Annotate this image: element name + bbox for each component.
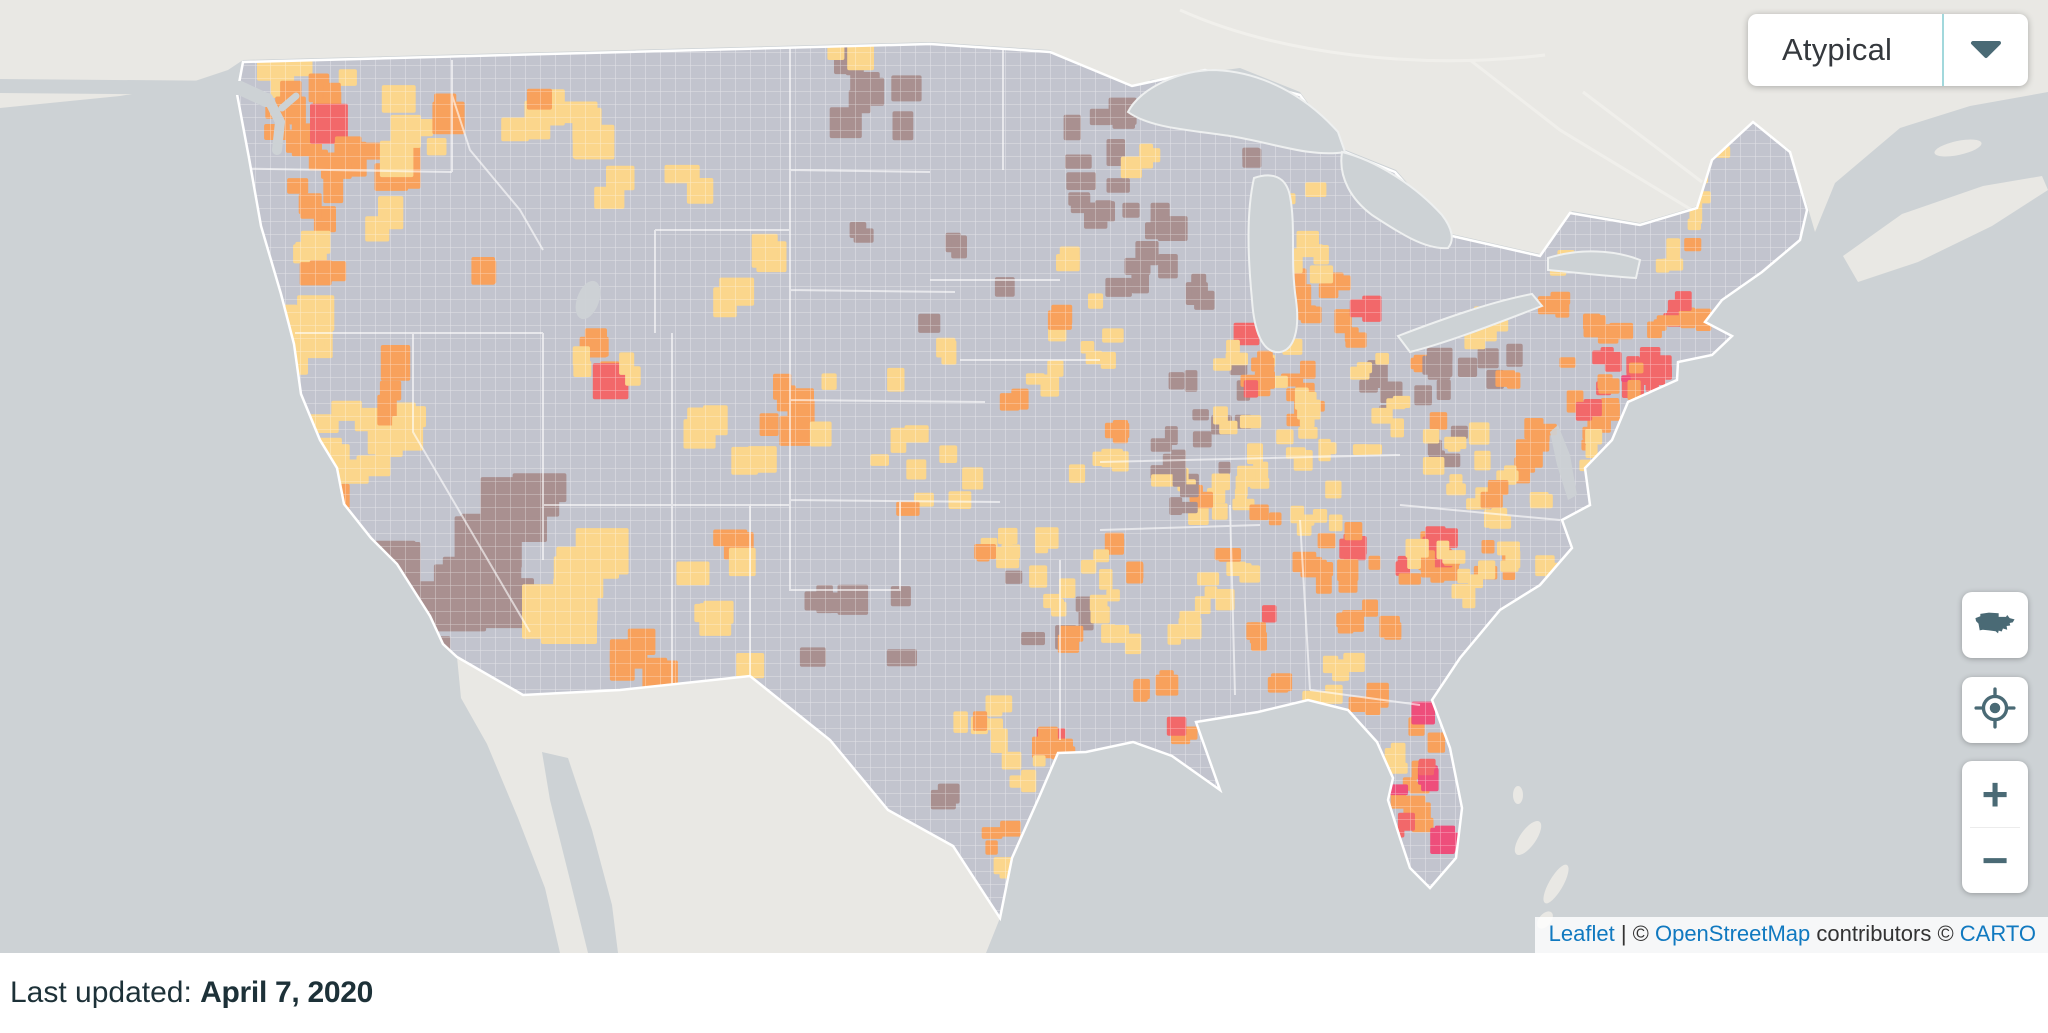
great-salt-lake — [575, 280, 601, 320]
dropdown-divider — [1942, 14, 1944, 86]
lake-huron — [1340, 150, 1453, 250]
usa-choropleth-map — [0, 0, 2048, 953]
chesapeake-bay — [1550, 425, 1577, 500]
lake-ontario — [1547, 250, 1642, 280]
puget-sound — [0, 79, 300, 155]
last-updated-label: Last updated: — [10, 976, 201, 1009]
dropdown-selected-value: Atypical — [1782, 32, 1893, 67]
gulf-of-california — [542, 752, 618, 953]
locate-button[interactable] — [1962, 677, 2028, 743]
carto-link[interactable]: CARTO — [1959, 921, 2036, 946]
canada-roads — [1179, 8, 1706, 220]
map-layer-dropdown[interactable]: Atypical — [1748, 14, 2028, 86]
state-borders — [237, 45, 1561, 740]
zoom-in-button[interactable]: + — [1962, 761, 2028, 827]
pei-island — [1934, 139, 1982, 157]
great-lakes — [1126, 68, 1642, 354]
reset-view-button[interactable] — [1962, 592, 2028, 658]
lake-erie — [1396, 292, 1544, 354]
chevron-down-icon — [1944, 14, 2028, 86]
zoom-separator — [1970, 826, 2020, 828]
usa-icon — [1973, 608, 2017, 643]
lake-superior — [1126, 68, 1347, 155]
canada-landmass — [0, 0, 2048, 254]
zoom-out-button[interactable]: − — [1962, 828, 2028, 894]
map-canvas[interactable]: Atypical + − Leaflet | © OpenStreet — [0, 0, 2048, 953]
map-attribution: Leaflet | © OpenStreetMap contributors ©… — [1534, 917, 2048, 953]
attribution-separator: | © — [1614, 921, 1655, 946]
lake-michigan — [1247, 174, 1299, 354]
leaflet-link[interactable]: Leaflet — [1548, 921, 1615, 946]
osm-link[interactable]: OpenStreetMap — [1654, 921, 1811, 946]
zoom-controls: + − — [1962, 761, 2028, 893]
last-updated-date: April 7, 2020 — [200, 976, 374, 1009]
last-updated: Last updated: April 7, 2020 — [0, 953, 2048, 1033]
locate-icon — [1974, 686, 2016, 734]
attribution-contributors: contributors © — [1810, 921, 1960, 946]
nova-scotia — [1843, 176, 2048, 282]
